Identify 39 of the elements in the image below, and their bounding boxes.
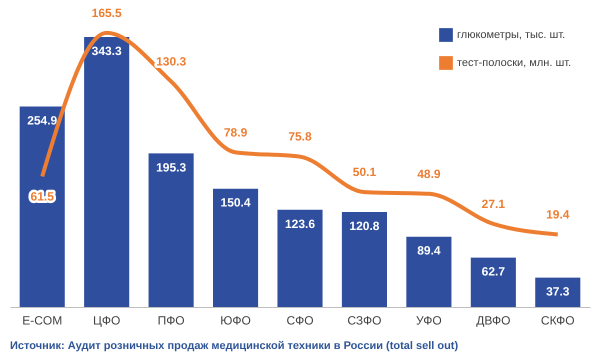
bar: [406, 236, 452, 307]
x-tick-label: ЮФО: [220, 314, 251, 328]
data-label: 78.9: [224, 125, 248, 140]
bar: [148, 153, 194, 307]
bar: [470, 258, 516, 307]
data-label: 130.3: [156, 54, 186, 68]
data-label: 19.4: [546, 208, 570, 222]
data-label: 150.4: [220, 196, 251, 210]
bar: [84, 37, 130, 307]
legend-label: глюкометры, тыс. шт.: [457, 29, 566, 41]
legend-label: тест-полоски, млн. шт.: [457, 57, 572, 69]
bar: [213, 188, 258, 307]
data-label: 48.9: [417, 166, 441, 181]
data-label: 37.3: [546, 284, 570, 299]
data-label: 123.6: [284, 216, 316, 231]
bar: [342, 212, 387, 307]
x-tick-label: E-COM: [22, 314, 62, 328]
x-tick-label: СЗФО: [347, 314, 382, 328]
data-label: 89.4: [417, 244, 441, 258]
x-tick-label: СКФО: [540, 314, 575, 328]
data-label: 254.9: [27, 114, 58, 128]
x-tick-label: ПФО: [158, 314, 185, 328]
bar: [535, 278, 580, 307]
x-tick-label: ДВФО: [476, 314, 510, 328]
data-label: 61.5: [30, 189, 54, 204]
data-label: 75.8: [288, 130, 312, 144]
data-label: 343.3: [92, 44, 122, 58]
text: Источник: Аудит розничных продаж медицинской техники в России (total sell out): [10, 340, 458, 352]
bar: [20, 106, 65, 307]
data-label: 50.1: [352, 165, 376, 180]
data-label: 62.7: [482, 264, 506, 279]
data-label: 120.8: [349, 218, 380, 233]
bar: [277, 210, 323, 307]
data-label: 165.5: [92, 6, 122, 20]
x-tick-label: ЦФО: [92, 314, 120, 328]
data-label: 195.3: [156, 160, 186, 174]
x-tick-label: УФО: [416, 314, 442, 328]
x-tick-label: СФО: [286, 314, 314, 328]
data-label: 27.1: [482, 196, 506, 211]
